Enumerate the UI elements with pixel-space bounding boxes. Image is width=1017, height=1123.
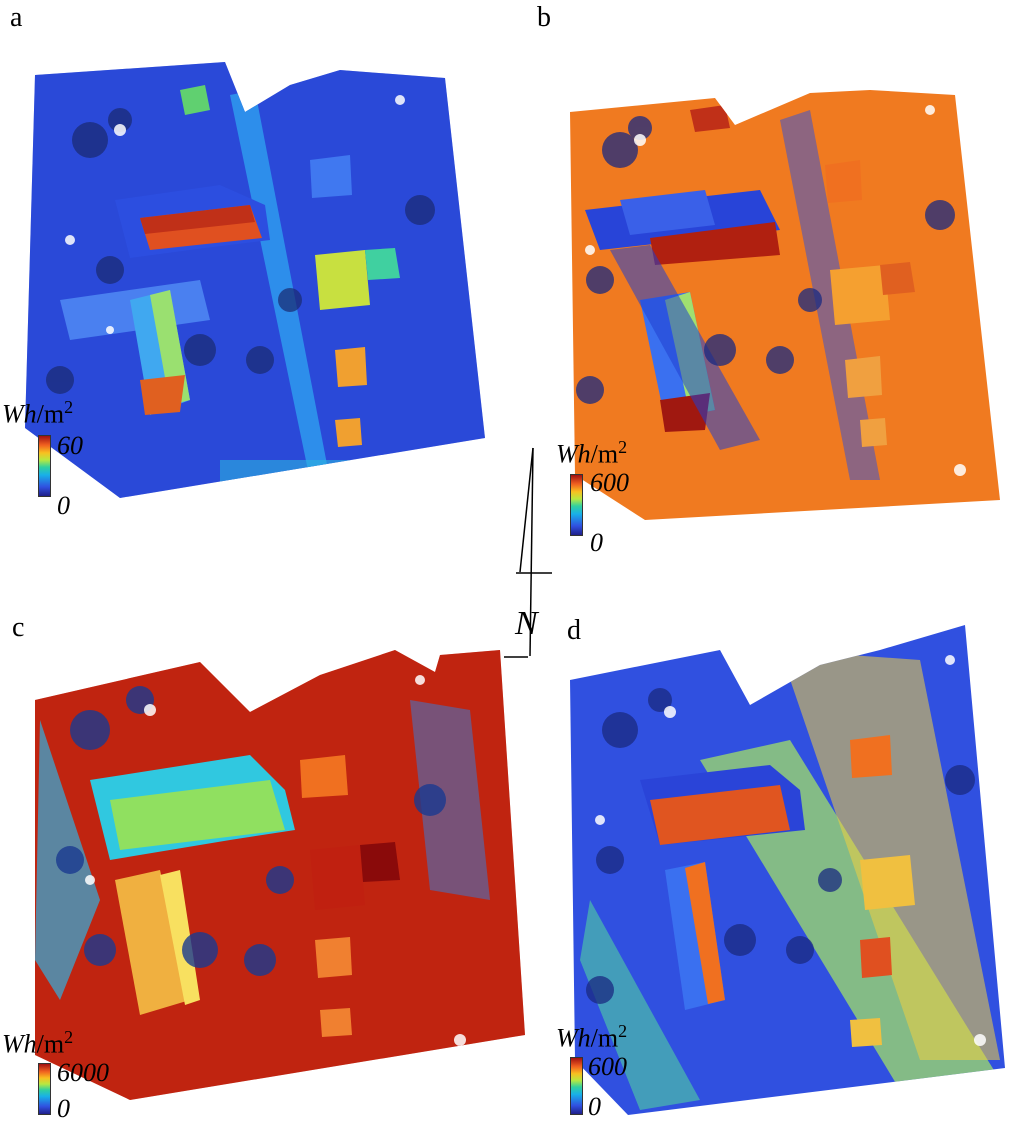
legend-c-max: 6000 xyxy=(57,1058,109,1087)
map-panel-b xyxy=(570,90,1000,520)
legend-d-unit: Wh/m2 xyxy=(556,1021,628,1053)
legend-d-colorbar xyxy=(570,1057,583,1115)
legend-c-unit: Wh/m2 xyxy=(2,1027,74,1059)
panel-label-b: b xyxy=(537,2,551,33)
map-panel-d xyxy=(570,625,1005,1115)
legend-c-colorbar xyxy=(38,1063,51,1115)
legend-a-unit: Wh/m2 xyxy=(2,397,74,429)
legend-b-unit: Wh/m2 xyxy=(556,437,628,469)
legend-a-colorbar xyxy=(38,435,51,497)
legend-b-colorbar xyxy=(570,474,583,536)
map-panel-c xyxy=(35,650,525,1100)
panel-label-d: d xyxy=(567,615,581,646)
north-arrow-label: N xyxy=(515,605,538,642)
panel-label-a: a xyxy=(10,2,23,33)
legend-c-min: 0 xyxy=(57,1094,70,1123)
panel-label-c: c xyxy=(12,612,25,643)
legend-d-min: 0 xyxy=(588,1092,601,1121)
legend-b-min: 0 xyxy=(590,528,603,557)
legend-d-max: 600 xyxy=(588,1052,627,1081)
map-panel-a xyxy=(25,62,485,498)
legend-a-min: 0 xyxy=(57,491,70,520)
legend-b-max: 600 xyxy=(590,468,629,497)
north-arrow xyxy=(504,447,552,658)
legend-a-max: 60 xyxy=(57,431,83,460)
